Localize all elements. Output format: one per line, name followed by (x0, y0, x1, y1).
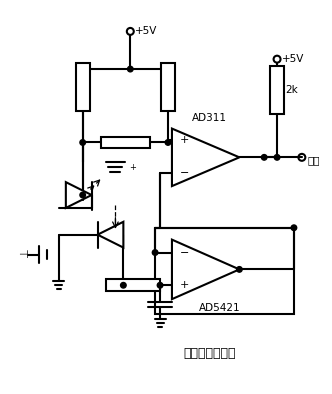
Text: 输出: 输出 (308, 155, 320, 165)
Text: AD311: AD311 (192, 113, 227, 123)
Bar (101, 136, 150, 149)
Polygon shape (98, 222, 124, 247)
Circle shape (80, 192, 85, 198)
Text: +: + (129, 163, 136, 172)
Text: −: − (180, 168, 189, 178)
Text: AD5421: AD5421 (199, 303, 241, 313)
Text: +5V: +5V (282, 54, 304, 64)
Circle shape (121, 282, 126, 288)
Polygon shape (172, 128, 239, 186)
Text: +: + (180, 136, 189, 145)
Bar (161, 63, 175, 111)
Bar (155, 228, 294, 314)
Text: −: − (180, 247, 189, 258)
Bar (76, 63, 90, 111)
Text: +5V: +5V (135, 26, 158, 36)
Text: 滤波器和缓冲器: 滤波器和缓冲器 (183, 347, 236, 360)
Circle shape (80, 140, 85, 145)
Polygon shape (66, 182, 92, 208)
Circle shape (291, 225, 297, 230)
Circle shape (127, 66, 133, 72)
Text: 2k: 2k (285, 85, 298, 95)
Text: +: + (180, 280, 189, 290)
Bar (270, 66, 284, 114)
Bar (106, 279, 160, 291)
Circle shape (261, 154, 267, 160)
Circle shape (157, 282, 163, 288)
Text: ⊣: ⊣ (18, 249, 28, 260)
Polygon shape (172, 240, 239, 299)
Circle shape (274, 154, 280, 160)
Circle shape (237, 267, 242, 272)
Circle shape (152, 250, 158, 255)
Circle shape (165, 140, 171, 145)
